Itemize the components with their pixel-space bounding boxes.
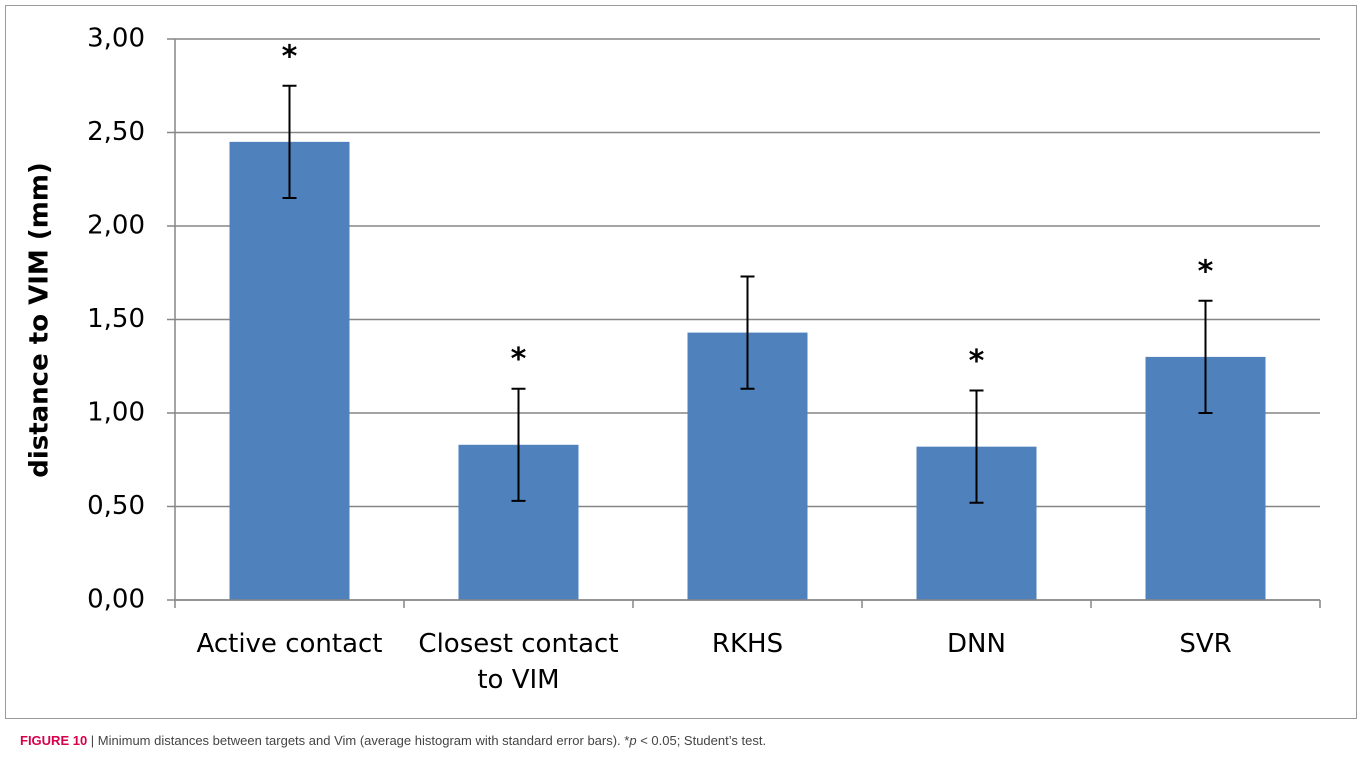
y-axis-title: distance to VIM (mm): [25, 162, 55, 478]
significance-mark: *: [282, 39, 298, 74]
x-tick-label: SVR: [1179, 629, 1232, 659]
y-tick-label: 2,00: [87, 211, 145, 241]
error-bar: [1198, 299, 1213, 414]
error-bar: [969, 389, 984, 504]
y-tick-label: 1,50: [87, 304, 145, 334]
x-tick-label: RKHS: [711, 629, 784, 659]
y-tick-label: 0,00: [87, 585, 145, 615]
caption-text: < 0.05; Student’s test.: [636, 733, 767, 748]
caption: FIGURE 10 | Minimum distances between ta…: [20, 733, 766, 748]
x-tick-label: DNN: [947, 629, 1006, 659]
figure-frame: [5, 5, 1357, 719]
significance-mark: *: [969, 344, 985, 379]
caption-italic: p: [629, 733, 637, 748]
y-tick-label: 1,00: [87, 398, 145, 428]
x-tick-label: Closest contact to VIM: [418, 629, 619, 695]
error-bar: [740, 275, 755, 390]
error-bar: [282, 84, 297, 199]
significance-mark: *: [511, 342, 527, 377]
x-tick-label: Active contact: [196, 629, 383, 659]
bar: [229, 141, 350, 600]
significance-mark: *: [1198, 254, 1214, 289]
caption-label: FIGURE 10: [20, 733, 88, 748]
y-tick-label: 0,50: [87, 491, 145, 521]
y-tick-label: 3,00: [87, 24, 145, 54]
caption-text: | Minimum distances between targets and …: [87, 733, 630, 748]
y-tick-label: 2,50: [87, 117, 145, 147]
error-bar: [511, 387, 526, 502]
